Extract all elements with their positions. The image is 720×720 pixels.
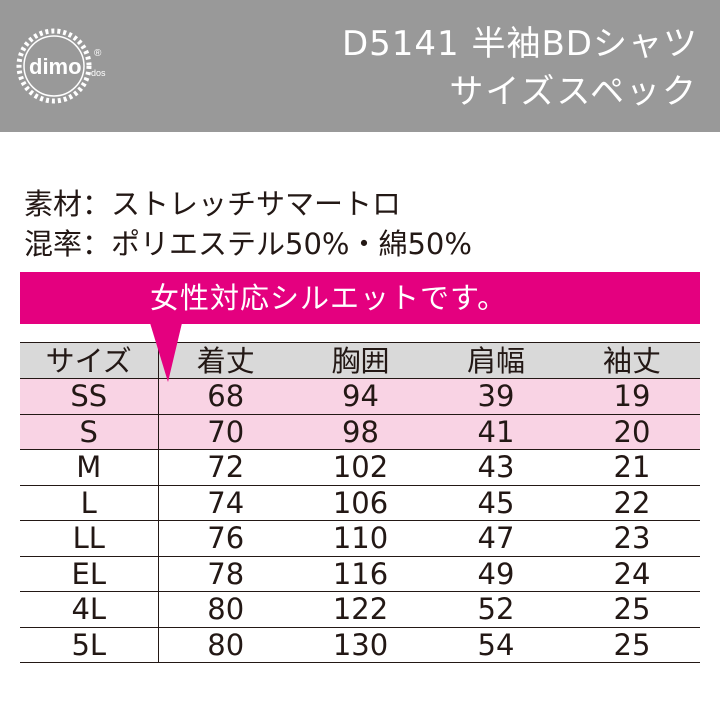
- cell-shoulder: 43: [428, 449, 564, 486]
- cell-shoulder: 41: [428, 414, 564, 450]
- cell-size: LL: [20, 520, 159, 557]
- table-row: M 72 102 43 21: [20, 449, 700, 486]
- header-shoulder: 肩幅: [428, 342, 564, 379]
- cell-shoulder: 49: [428, 556, 564, 592]
- cell-size: 5L: [20, 627, 159, 663]
- table-row: LL 76 110 47 23: [20, 520, 700, 557]
- cell-sleeve: 24: [564, 556, 700, 592]
- cell-size: 4L: [20, 591, 159, 628]
- table-row: 4L 80 122 52 25: [20, 591, 700, 628]
- cell-shoulder: 47: [428, 520, 564, 557]
- cell-length: 72: [158, 449, 293, 486]
- table-row: 5L 80 130 54 25: [20, 627, 700, 663]
- header-bar: dimo ® dos D5141 半袖BDシャツ サイズスペック: [0, 0, 720, 132]
- cell-size: L: [20, 485, 159, 521]
- cell-sleeve: 25: [564, 591, 700, 628]
- cell-sleeve: 25: [564, 627, 700, 663]
- brand-name: dimo: [29, 54, 82, 79]
- cell-chest: 116: [293, 556, 428, 592]
- header-size: サイズ: [20, 342, 159, 379]
- brand-sub: dos: [91, 68, 106, 78]
- header-chest: 胸囲: [293, 342, 428, 379]
- cell-shoulder: 54: [428, 627, 564, 663]
- table-header-row: サイズ 着丈 胸囲 肩幅 袖丈: [20, 342, 700, 379]
- cell-sleeve: 23: [564, 520, 700, 557]
- cell-sleeve: 20: [564, 414, 700, 450]
- cell-shoulder: 45: [428, 485, 564, 521]
- cell-size: SS: [20, 378, 159, 415]
- cell-size: M: [20, 449, 159, 486]
- cell-length: 78: [158, 556, 293, 592]
- cell-length: 70: [158, 414, 293, 450]
- banner-text: 女性対応シルエットです。: [150, 281, 508, 315]
- cell-length: 80: [158, 627, 293, 663]
- cell-chest: 102: [293, 449, 428, 486]
- cell-length: 74: [158, 485, 293, 521]
- cell-chest: 94: [293, 378, 428, 415]
- page-title: D5141 半袖BDシャツ: [341, 24, 698, 64]
- cell-length: 80: [158, 591, 293, 628]
- cell-chest: 122: [293, 591, 428, 628]
- cell-length: 68: [158, 378, 293, 415]
- cell-shoulder: 52: [428, 591, 564, 628]
- table-row: L 74 106 45 22: [20, 485, 700, 521]
- material-text: 素材：ストレッチサマートロ: [24, 187, 402, 221]
- cell-chest: 98: [293, 414, 428, 450]
- cell-sleeve: 21: [564, 449, 700, 486]
- registered-mark: ®: [94, 48, 102, 59]
- cell-chest: 106: [293, 485, 428, 521]
- cell-length: 76: [158, 520, 293, 557]
- dimo-logo: dimo ® dos: [16, 28, 106, 104]
- table-row: S 70 98 41 20: [20, 414, 700, 450]
- cell-shoulder: 39: [428, 378, 564, 415]
- header-length: 着丈: [158, 342, 293, 379]
- header-sleeve: 袖丈: [564, 342, 700, 379]
- cell-chest: 110: [293, 520, 428, 557]
- cell-sleeve: 19: [564, 378, 700, 415]
- size-spec-table: サイズ 着丈 胸囲 肩幅 袖丈 SS 68 94 39 19 S 70 98 4…: [20, 342, 700, 663]
- silhouette-banner: 女性対応シルエットです。: [20, 272, 700, 324]
- blend-text: 混率：ポリエステル50%・綿50%: [24, 227, 472, 261]
- table-row: EL 78 116 49 24: [20, 556, 700, 592]
- cell-size: S: [20, 414, 159, 450]
- page-subtitle: サイズスペック: [449, 72, 698, 112]
- cell-chest: 130: [293, 627, 428, 663]
- cell-size: EL: [20, 556, 159, 592]
- table-row: SS 68 94 39 19: [20, 378, 700, 415]
- cell-sleeve: 22: [564, 485, 700, 521]
